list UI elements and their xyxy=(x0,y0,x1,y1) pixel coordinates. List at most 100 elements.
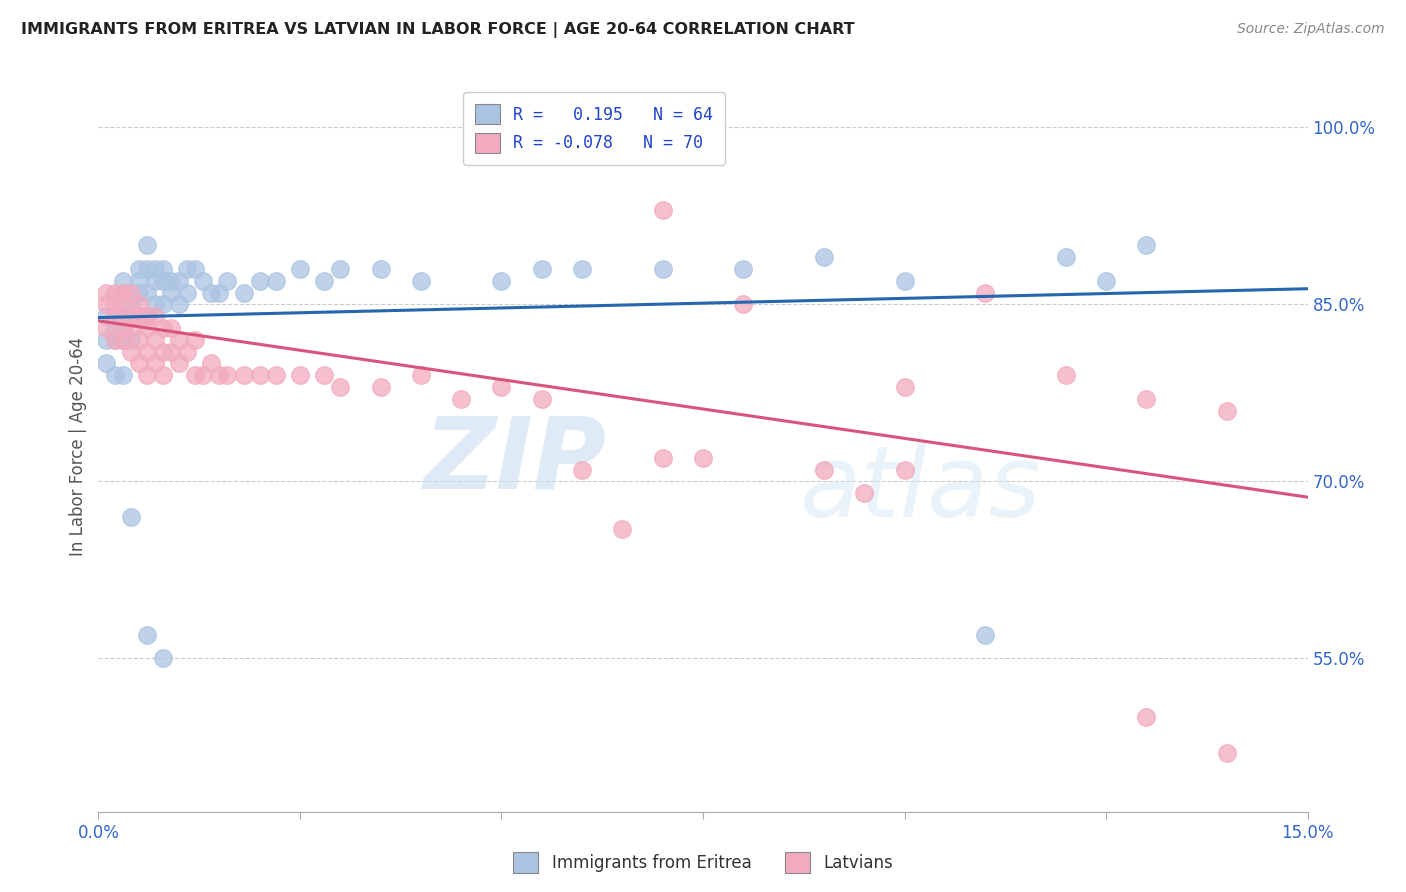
Point xyxy=(491,120,513,135)
Point xyxy=(1216,746,1239,760)
Point xyxy=(200,285,222,300)
Point xyxy=(409,368,432,383)
Legend: R =   0.195   N = 64, R = -0.078   N = 70: R = 0.195 N = 64, R = -0.078 N = 70 xyxy=(464,92,725,165)
Point xyxy=(152,651,174,665)
Point xyxy=(651,202,673,217)
Point xyxy=(249,368,271,383)
Point xyxy=(651,262,673,277)
Point xyxy=(152,368,174,383)
Point xyxy=(111,321,134,335)
Point xyxy=(1216,403,1239,417)
Point xyxy=(96,321,118,335)
Point xyxy=(120,297,142,311)
Point xyxy=(120,285,142,300)
Point xyxy=(217,274,239,288)
Point xyxy=(111,368,134,383)
Point xyxy=(120,344,142,359)
Text: ZIP: ZIP xyxy=(423,412,606,509)
Point xyxy=(974,628,997,642)
Point xyxy=(264,368,287,383)
Point xyxy=(329,262,352,277)
Point xyxy=(111,321,134,335)
Point xyxy=(370,380,392,394)
Point xyxy=(135,238,157,252)
Text: Source: ZipAtlas.com: Source: ZipAtlas.com xyxy=(1237,22,1385,37)
Point xyxy=(103,368,125,383)
Point xyxy=(167,333,190,347)
Point xyxy=(193,368,215,383)
Point xyxy=(571,462,593,476)
Point xyxy=(135,628,157,642)
Point xyxy=(111,285,134,300)
Point xyxy=(1054,250,1077,264)
Point xyxy=(530,262,553,277)
Point xyxy=(692,450,714,465)
Point xyxy=(329,380,352,394)
Point xyxy=(184,333,207,347)
Point xyxy=(612,522,634,536)
Point xyxy=(111,333,134,347)
Point xyxy=(96,285,118,300)
Point xyxy=(193,274,215,288)
Point xyxy=(264,274,287,288)
Point xyxy=(143,274,166,288)
Point xyxy=(498,120,520,135)
Point xyxy=(530,392,553,406)
Point xyxy=(152,344,174,359)
Point xyxy=(135,310,157,324)
Point xyxy=(103,285,125,300)
Point xyxy=(111,297,134,311)
Point xyxy=(491,274,513,288)
Point xyxy=(651,450,673,465)
Point xyxy=(128,285,150,300)
Point xyxy=(176,344,198,359)
Point xyxy=(160,344,183,359)
Point xyxy=(733,262,755,277)
Y-axis label: In Labor Force | Age 20-64: In Labor Force | Age 20-64 xyxy=(69,336,87,556)
Point xyxy=(103,297,125,311)
Point xyxy=(232,285,254,300)
Point xyxy=(120,333,142,347)
Point xyxy=(103,310,125,324)
Point xyxy=(167,297,190,311)
Point xyxy=(152,297,174,311)
Text: atlas: atlas xyxy=(800,442,1042,539)
Point xyxy=(103,321,125,335)
Point xyxy=(370,262,392,277)
Point xyxy=(491,380,513,394)
Point xyxy=(143,333,166,347)
Point xyxy=(135,321,157,335)
Point xyxy=(128,274,150,288)
Point xyxy=(96,310,118,324)
Point xyxy=(103,310,125,324)
Point xyxy=(813,462,835,476)
Point xyxy=(128,310,150,324)
Point xyxy=(96,297,118,311)
Point xyxy=(571,262,593,277)
Point xyxy=(893,380,915,394)
Point xyxy=(135,310,157,324)
Point xyxy=(120,509,142,524)
Point xyxy=(893,274,915,288)
Point xyxy=(506,120,529,135)
Point xyxy=(135,368,157,383)
Point xyxy=(135,285,157,300)
Point xyxy=(200,356,222,370)
Point xyxy=(128,262,150,277)
Point xyxy=(143,297,166,311)
Point xyxy=(103,333,125,347)
Point xyxy=(314,368,336,383)
Point xyxy=(160,285,183,300)
Point xyxy=(143,310,166,324)
Point xyxy=(813,250,835,264)
Point xyxy=(128,310,150,324)
Point xyxy=(120,310,142,324)
Point xyxy=(1095,274,1118,288)
Point xyxy=(128,356,150,370)
Point xyxy=(1135,392,1157,406)
Point xyxy=(103,333,125,347)
Point xyxy=(128,297,150,311)
Point xyxy=(135,344,157,359)
Point xyxy=(128,333,150,347)
Point xyxy=(288,368,311,383)
